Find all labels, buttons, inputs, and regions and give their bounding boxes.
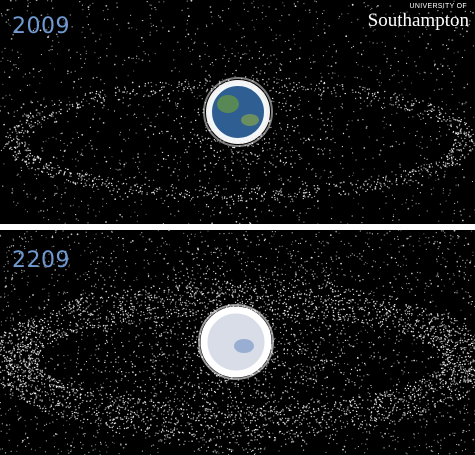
panel-2009: 2009 UNIVERSITY OF Southampton <box>0 0 475 224</box>
logo-line-1: UNIVERSITY OF <box>409 3 467 10</box>
debris-field-2009 <box>0 0 475 224</box>
year-label-2009: 2009 <box>12 14 70 39</box>
panel-2209: 2209 <box>0 230 475 455</box>
earth-2009 <box>203 77 273 147</box>
logo-line-2: Southampton <box>367 10 469 31</box>
year-label-2209: 2209 <box>12 248 70 273</box>
university-logo: UNIVERSITY OF Southampton <box>368 3 469 30</box>
earth-2209 <box>198 304 274 380</box>
panel-divider <box>0 224 475 230</box>
debris-field-2209 <box>0 230 475 455</box>
